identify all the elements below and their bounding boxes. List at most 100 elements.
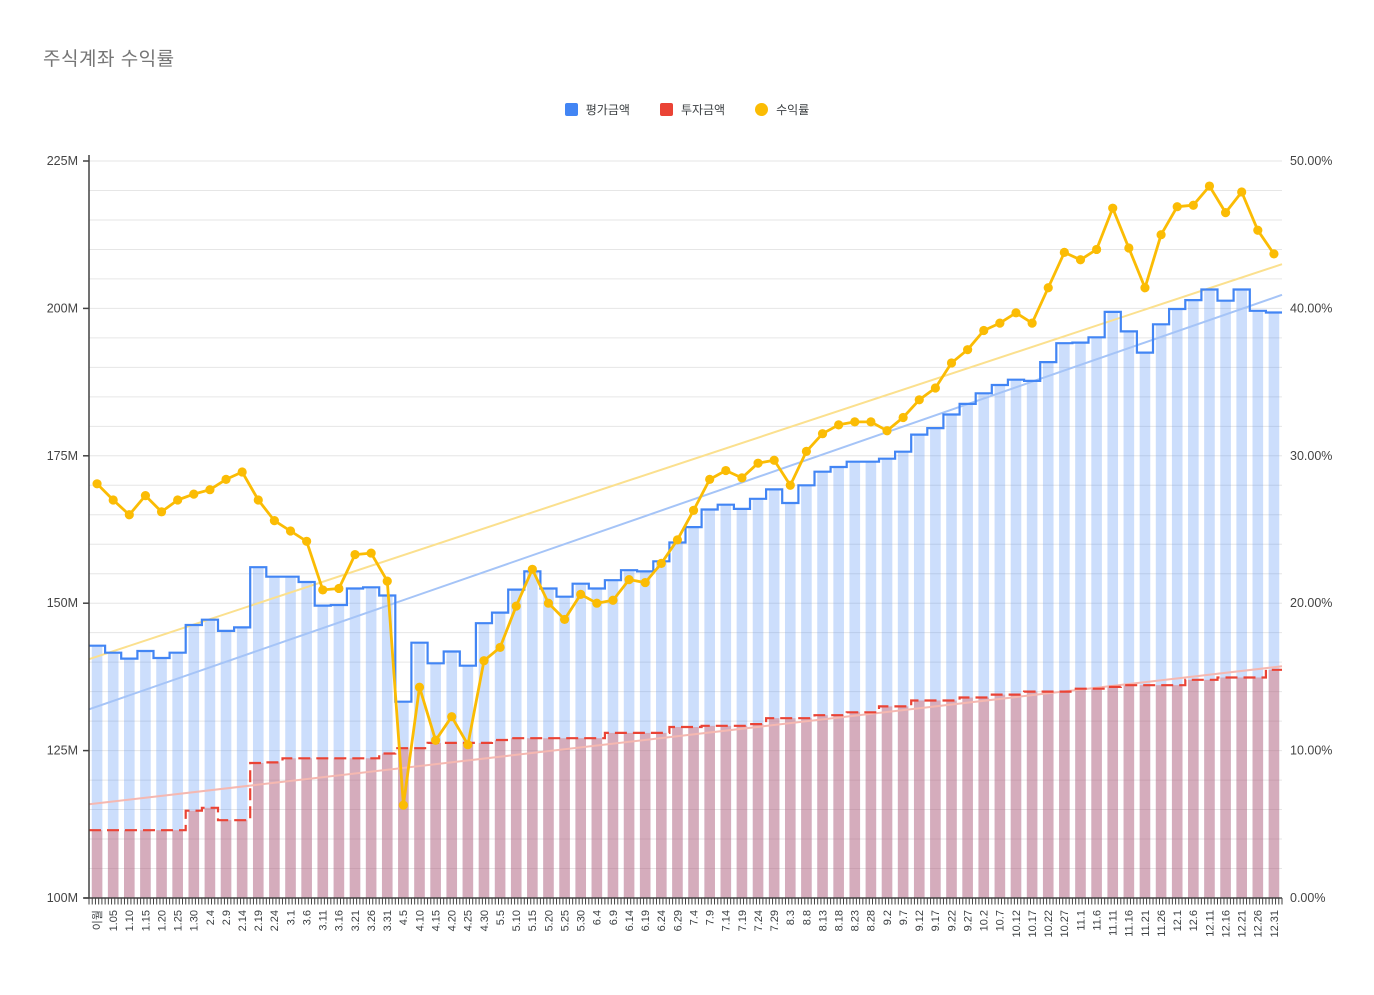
svg-text:7.24: 7.24 bbox=[753, 910, 765, 931]
evaluation-series-swatch bbox=[564, 103, 578, 116]
evaluation-step-line bbox=[89, 288, 1282, 703]
svg-text:200M: 200M bbox=[47, 301, 78, 315]
bars-invested bbox=[91, 669, 1280, 898]
svg-text:8.18: 8.18 bbox=[834, 910, 846, 931]
svg-text:7.14: 7.14 bbox=[721, 910, 733, 931]
svg-text:10.27: 10.27 bbox=[1059, 910, 1071, 938]
svg-text:1.20: 1.20 bbox=[156, 910, 168, 931]
axes bbox=[84, 155, 1282, 899]
svg-text:9.12: 9.12 bbox=[914, 910, 926, 931]
svg-text:6.29: 6.29 bbox=[672, 910, 684, 931]
svg-text:7.9: 7.9 bbox=[705, 910, 717, 925]
svg-text:150M: 150M bbox=[47, 596, 78, 610]
svg-text:7.19: 7.19 bbox=[737, 910, 749, 931]
svg-text:3.1: 3.1 bbox=[285, 910, 297, 925]
svg-text:5.25: 5.25 bbox=[559, 910, 571, 931]
svg-text:11.21: 11.21 bbox=[1140, 910, 1152, 937]
svg-text:10.22: 10.22 bbox=[1043, 910, 1055, 938]
svg-text:20.00%: 20.00% bbox=[1290, 596, 1332, 610]
svg-text:1.25: 1.25 bbox=[173, 910, 185, 931]
svg-text:6.9: 6.9 bbox=[608, 910, 620, 925]
svg-text:8.3: 8.3 bbox=[785, 910, 797, 925]
svg-text:11.16: 11.16 bbox=[1124, 910, 1136, 937]
svg-text:6.4: 6.4 bbox=[592, 910, 604, 925]
svg-text:9.2: 9.2 bbox=[882, 910, 894, 925]
invested-series-swatch bbox=[659, 103, 673, 116]
svg-text:5.5: 5.5 bbox=[495, 910, 507, 925]
svg-text:11.11: 11.11 bbox=[1108, 910, 1120, 936]
svg-text:175M: 175M bbox=[47, 449, 78, 463]
svg-text:8.23: 8.23 bbox=[850, 910, 862, 931]
svg-text:3.6: 3.6 bbox=[301, 910, 313, 925]
legend-item-return[interactable]: 수익률 bbox=[755, 101, 809, 118]
svg-text:9.17: 9.17 bbox=[930, 910, 942, 931]
svg-text:4.15: 4.15 bbox=[430, 910, 442, 931]
svg-text:30.00%: 30.00% bbox=[1290, 449, 1332, 463]
svg-text:2.9: 2.9 bbox=[221, 910, 233, 925]
bars-evaluation bbox=[91, 289, 1280, 899]
svg-text:10.12: 10.12 bbox=[1011, 910, 1023, 938]
svg-text:1.05: 1.05 bbox=[108, 910, 120, 931]
svg-text:11.1: 11.1 bbox=[1075, 910, 1087, 931]
svg-text:4.30: 4.30 bbox=[479, 910, 491, 931]
svg-text:12.26: 12.26 bbox=[1253, 910, 1265, 938]
return-rate-markers bbox=[92, 181, 1279, 810]
svg-text:40.00%: 40.00% bbox=[1290, 301, 1332, 315]
svg-text:10.2: 10.2 bbox=[979, 910, 991, 931]
svg-text:7.29: 7.29 bbox=[769, 910, 781, 931]
svg-text:12.21: 12.21 bbox=[1237, 910, 1249, 938]
svg-text:100M: 100M bbox=[47, 891, 78, 905]
return-series-swatch bbox=[755, 103, 769, 116]
svg-text:1.30: 1.30 bbox=[189, 910, 201, 931]
left-axis-labels: 225M 200M 175M 150M 125M 100M bbox=[47, 154, 89, 905]
svg-text:12.11: 12.11 bbox=[1204, 910, 1216, 937]
svg-text:7.4: 7.4 bbox=[688, 910, 700, 925]
x-axis-ticks bbox=[88, 898, 1283, 905]
right-axis-labels: 50.00% 40.00% 30.00% 20.00% 10.00% 0.00% bbox=[1290, 154, 1332, 905]
svg-text:3.26: 3.26 bbox=[366, 910, 378, 931]
svg-text:3.16: 3.16 bbox=[334, 910, 346, 931]
svg-text:5.15: 5.15 bbox=[527, 910, 539, 931]
chart-legend: 평가금액 투자금액 수익률 bbox=[0, 101, 1374, 118]
svg-text:2.24: 2.24 bbox=[269, 910, 281, 931]
svg-text:6.19: 6.19 bbox=[640, 910, 652, 931]
svg-text:12.31: 12.31 bbox=[1269, 910, 1281, 938]
chart-title: 주식계좌 수익률 bbox=[43, 49, 175, 70]
svg-text:0.00%: 0.00% bbox=[1290, 891, 1325, 905]
svg-text:1.10: 1.10 bbox=[124, 910, 136, 931]
invested-step-line bbox=[89, 668, 1282, 832]
svg-text:4.10: 4.10 bbox=[414, 910, 426, 931]
svg-text:6.14: 6.14 bbox=[624, 910, 636, 931]
svg-text:3.11: 3.11 bbox=[318, 910, 330, 931]
svg-text:2.4: 2.4 bbox=[205, 910, 217, 925]
svg-text:5.10: 5.10 bbox=[511, 910, 523, 931]
legend-item-invested[interactable]: 투자금액 bbox=[659, 101, 726, 118]
gridlines bbox=[89, 160, 1282, 870]
svg-text:125M: 125M bbox=[47, 744, 78, 758]
svg-text:10.00%: 10.00% bbox=[1290, 744, 1332, 758]
svg-text:8.8: 8.8 bbox=[801, 910, 813, 925]
svg-text:4.20: 4.20 bbox=[447, 910, 459, 931]
svg-text:12.6: 12.6 bbox=[1188, 910, 1200, 931]
legend-label-invested: 투자금액 bbox=[680, 103, 726, 117]
svg-text:225M: 225M bbox=[47, 154, 78, 168]
svg-text:10.17: 10.17 bbox=[1027, 910, 1039, 938]
svg-text:1.15: 1.15 bbox=[140, 910, 152, 931]
svg-text:이월: 이월 bbox=[91, 910, 104, 930]
svg-text:11.6: 11.6 bbox=[1091, 910, 1103, 931]
svg-text:8.13: 8.13 bbox=[817, 910, 829, 931]
svg-text:2.19: 2.19 bbox=[253, 910, 265, 931]
svg-text:9.27: 9.27 bbox=[962, 910, 974, 931]
svg-text:3.31: 3.31 bbox=[382, 910, 394, 931]
svg-text:12.16: 12.16 bbox=[1220, 910, 1232, 938]
svg-text:10.7: 10.7 bbox=[995, 910, 1007, 931]
svg-text:11.26: 11.26 bbox=[1156, 910, 1168, 937]
svg-text:12.1: 12.1 bbox=[1172, 910, 1184, 931]
svg-text:4.25: 4.25 bbox=[463, 910, 475, 931]
legend-label-evaluation: 평가금액 bbox=[585, 103, 630, 117]
svg-text:5.30: 5.30 bbox=[576, 910, 588, 931]
x-axis-labels: 이월 1.05 1.10 1.15 1.20 1.25 1.30 2.4 2.9 2.14 2.19… bbox=[91, 910, 1281, 938]
legend-item-evaluation[interactable]: 평가금액 bbox=[564, 101, 630, 118]
svg-text:9.7: 9.7 bbox=[898, 910, 910, 925]
